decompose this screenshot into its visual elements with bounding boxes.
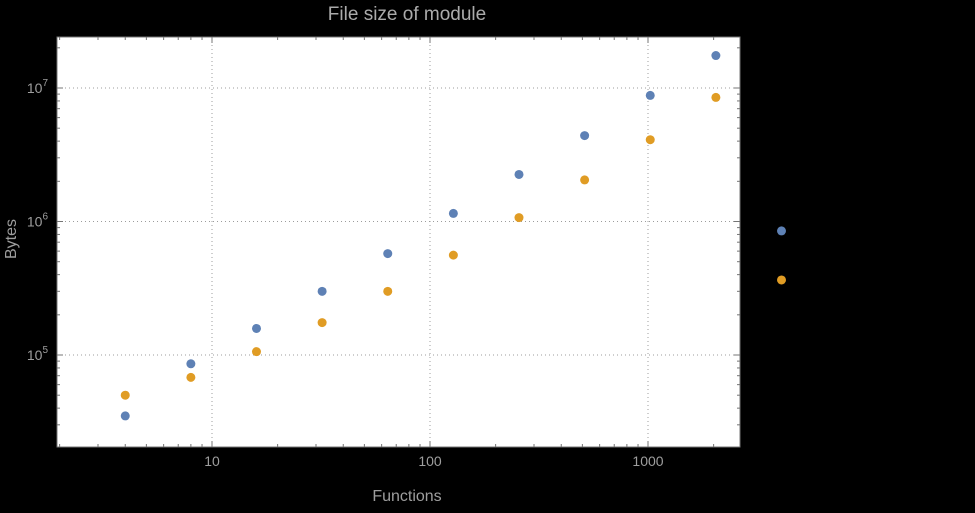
data-point-series-2-orange: [448, 250, 458, 260]
data-point-series-2-orange: [186, 372, 196, 382]
data-point-series-1-blue: [383, 249, 393, 259]
data-point-series-2-orange: [120, 390, 130, 400]
plot-panel: [57, 37, 740, 447]
data-point-series-1-blue: [645, 90, 655, 100]
data-point-series-1-blue: [580, 131, 590, 141]
data-point-series-1-blue: [514, 169, 524, 179]
data-point-series-1-blue: [251, 323, 261, 333]
x-tick-label: 1000: [632, 453, 663, 469]
x-axis-label: Functions: [372, 488, 442, 505]
data-point-series-2-orange: [776, 275, 786, 285]
data-point-series-1-blue: [448, 208, 458, 218]
y-tick-label: 105: [27, 345, 49, 363]
x-tick-label: 100: [418, 453, 442, 469]
data-point-series-2-orange: [711, 92, 721, 102]
data-point-series-1-blue: [120, 411, 130, 421]
data-point-series-1-blue: [186, 359, 196, 369]
data-point-series-2-orange: [317, 318, 327, 328]
data-point-series-2-orange: [514, 213, 524, 223]
data-point-series-1-blue: [711, 51, 721, 61]
data-point-series-1-blue: [776, 226, 786, 236]
data-point-series-1-blue: [317, 286, 327, 296]
y-tick-label: 106: [27, 212, 49, 230]
data-point-series-2-orange: [580, 175, 590, 185]
data-point-series-2-orange: [645, 135, 655, 145]
y-axis-label: Bytes: [3, 219, 20, 260]
chart-title: File size of module: [327, 4, 487, 25]
y-tick-label: 107: [27, 78, 49, 96]
data-point-series-2-orange: [251, 347, 261, 357]
data-point-series-2-orange: [383, 286, 393, 296]
plot-frame: [56, 36, 741, 448]
x-tick-label: 10: [204, 453, 220, 469]
